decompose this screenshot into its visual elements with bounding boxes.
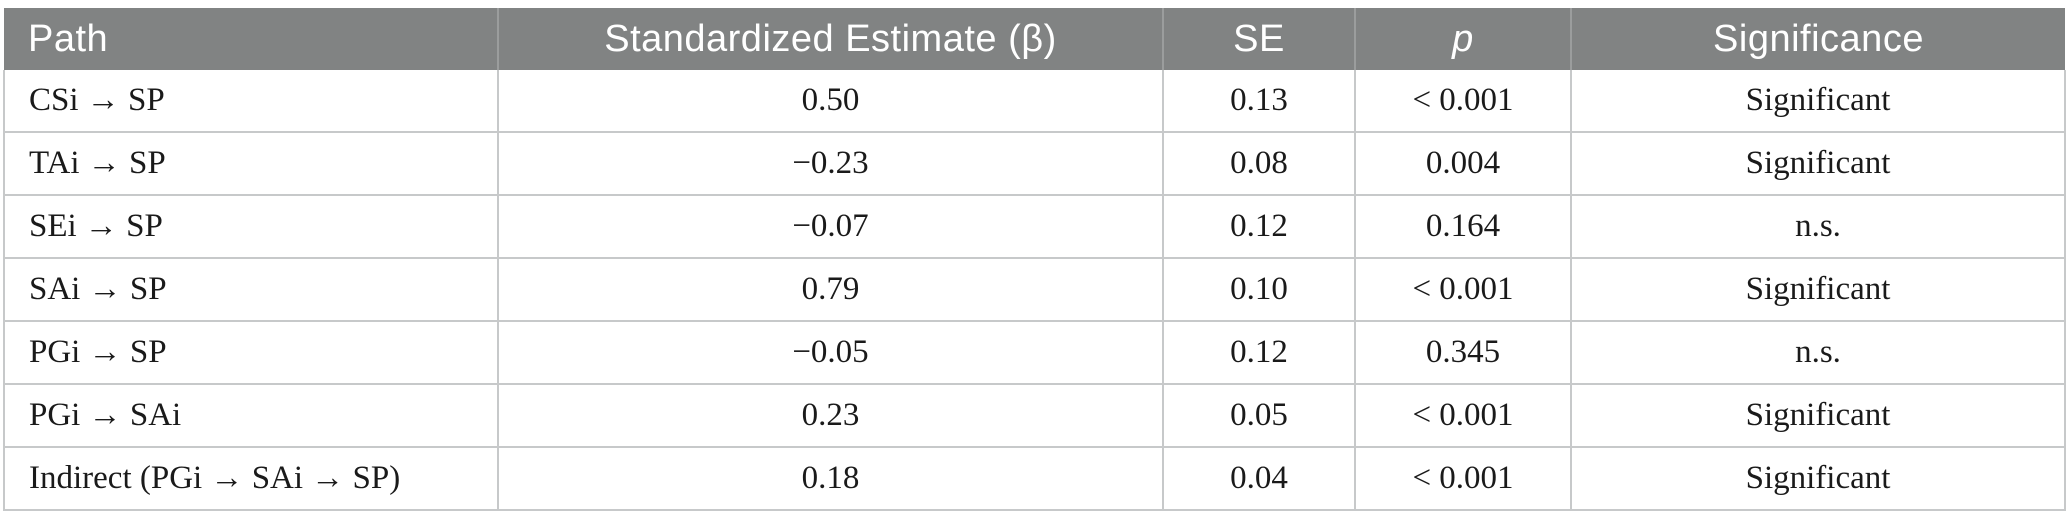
path-cell: SEi → SP: [3, 195, 498, 259]
significance-cell: n.s.: [1570, 321, 2066, 385]
p-value-cell: < 0.001: [1354, 447, 1571, 511]
significance-cell: Significant: [1570, 384, 2066, 448]
p-value-cell: 0.004: [1354, 132, 1571, 196]
p-value-cell: 0.345: [1354, 321, 1571, 385]
column-header-p: p: [1354, 8, 1571, 70]
table-row: CSi → SP 0.50 0.13 < 0.001 Significant: [3, 70, 2066, 133]
estimate-cell: −0.05: [497, 321, 1163, 385]
path-cell: CSi → SP: [3, 70, 498, 133]
se-cell: 0.13: [1162, 70, 1355, 133]
table-header-row: Path Standardized Estimate (β) SE p Sign…: [4, 8, 2065, 70]
path-results-table: Path Standardized Estimate (β) SE p Sign…: [3, 8, 2066, 511]
column-header-significance: Significance: [1570, 8, 2065, 70]
path-cell: PGi → SP: [3, 321, 498, 385]
estimate-cell: 0.18: [497, 447, 1163, 511]
column-header-estimate: Standardized Estimate (β): [497, 8, 1163, 70]
se-cell: 0.10: [1162, 258, 1355, 322]
se-cell: 0.08: [1162, 132, 1355, 196]
table-row: SEi → SP −0.07 0.12 0.164 n.s.: [3, 195, 2066, 259]
table-row: SAi → SP 0.79 0.10 < 0.001 Significant: [3, 258, 2066, 322]
column-header-path: Path: [4, 8, 498, 70]
table-row: PGi → SP −0.05 0.12 0.345 n.s.: [3, 321, 2066, 385]
estimate-cell: 0.79: [497, 258, 1163, 322]
path-cell: PGi → SAi: [3, 384, 498, 448]
significance-cell: Significant: [1570, 132, 2066, 196]
column-header-se: SE: [1162, 8, 1355, 70]
path-cell: Indirect (PGi → SAi → SP): [3, 447, 498, 511]
estimate-cell: 0.50: [497, 70, 1163, 133]
estimate-cell: −0.23: [497, 132, 1163, 196]
p-value-cell: < 0.001: [1354, 384, 1571, 448]
table-row: TAi → SP −0.23 0.08 0.004 Significant: [3, 132, 2066, 196]
p-value-cell: < 0.001: [1354, 70, 1571, 133]
significance-cell: Significant: [1570, 258, 2066, 322]
se-cell: 0.12: [1162, 321, 1355, 385]
path-cell: SAi → SP: [3, 258, 498, 322]
se-cell: 0.05: [1162, 384, 1355, 448]
significance-cell: Significant: [1570, 447, 2066, 511]
table-row: PGi → SAi 0.23 0.05 < 0.001 Significant: [3, 384, 2066, 448]
p-value-cell: 0.164: [1354, 195, 1571, 259]
significance-cell: n.s.: [1570, 195, 2066, 259]
table-row: Indirect (PGi → SAi → SP) 0.18 0.04 < 0.…: [3, 447, 2066, 511]
estimate-cell: 0.23: [497, 384, 1163, 448]
se-cell: 0.12: [1162, 195, 1355, 259]
se-cell: 0.04: [1162, 447, 1355, 511]
significance-cell: Significant: [1570, 70, 2066, 133]
p-value-cell: < 0.001: [1354, 258, 1571, 322]
path-cell: TAi → SP: [3, 132, 498, 196]
estimate-cell: −0.07: [497, 195, 1163, 259]
